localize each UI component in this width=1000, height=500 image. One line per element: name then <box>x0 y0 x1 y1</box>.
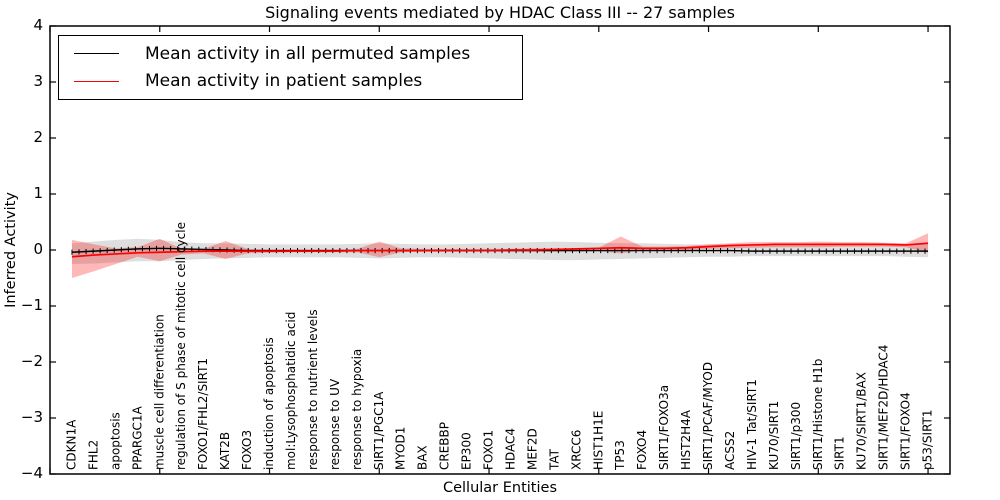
x-category-label: regulation of S phase of mitotic cell cy… <box>174 222 188 470</box>
x-category-label: CREBBP <box>438 422 452 470</box>
x-category-label: EP300 <box>460 432 474 470</box>
x-category-label: FHL2 <box>86 440 100 470</box>
chart-title: Signaling events mediated by HDAC Class … <box>265 3 735 22</box>
x-category-label: ACSS2 <box>723 431 737 470</box>
x-category-label: FOXO1 <box>482 430 496 470</box>
x-category-label: SIRT1/Histone H1b <box>811 359 825 470</box>
x-category-label: SIRT1/MEF2D/HDAC4 <box>877 345 891 470</box>
x-category-label: TAT <box>547 448 561 471</box>
permuted-std-band <box>71 238 929 264</box>
x-category-label: HIST2H4A <box>679 409 693 470</box>
x-category-label: TP53 <box>613 440 627 471</box>
x-category-label: SIRT1/FOXO3a <box>657 385 671 470</box>
y-tick-label: 3 <box>33 72 43 90</box>
x-category-label: HDAC4 <box>503 428 517 470</box>
legend-entry-label: Mean activity in patient samples <box>145 71 423 92</box>
legend-line-sample <box>74 53 119 55</box>
y-tick-label: −4 <box>20 464 43 482</box>
x-category-label: MYOD1 <box>394 427 408 470</box>
y-tick-label: −1 <box>20 296 43 314</box>
x-axis-label: Cellular Entities <box>442 480 558 496</box>
x-category-label: FOXO1/FHL2/SIRT1 <box>196 358 210 470</box>
legend-entry-label: Mean activity in all permuted samples <box>145 43 471 64</box>
x-category-label: SIRT1/p300 <box>789 402 803 470</box>
x-category-label: MEF2D <box>525 428 539 470</box>
x-category-label: FOXO3 <box>240 430 254 470</box>
legend-entry: Mean activity in patient samples <box>59 71 522 91</box>
y-tick-label: −2 <box>20 352 43 370</box>
legend-entry: Mean activity in all permuted samples <box>59 44 522 64</box>
x-category-label: response to nutrient levels <box>306 309 320 470</box>
x-category-label: mol:Lysophosphatidic acid <box>284 312 298 470</box>
x-category-label: HIV-1 Tat/SIRT1 <box>745 379 759 470</box>
x-category-label: induction of apoptosis <box>262 337 276 470</box>
x-category-label: SIRT1/PGC1A <box>372 391 386 470</box>
x-category-label: KAT2B <box>218 432 232 470</box>
y-tick-label: 0 <box>33 240 43 258</box>
legend: Mean activity in all permuted samples Mea… <box>58 35 523 100</box>
x-category-label: CDKN1A <box>64 419 78 470</box>
y-tick-label: −3 <box>20 408 43 426</box>
x-category-label: HIST1H1E <box>591 411 605 470</box>
x-category-label: apoptosis <box>108 412 122 470</box>
x-category-label: muscle cell differentiation <box>152 314 166 470</box>
x-category-label: response to hypoxia <box>350 349 364 470</box>
patient-std-band <box>71 233 929 278</box>
x-category-label: SIRT1 <box>833 436 847 470</box>
patient-mean-line <box>71 242 929 258</box>
legend-line-sample <box>74 80 119 82</box>
x-category-label: p53/SIRT1 <box>921 409 935 470</box>
x-category-label: KU70/SIRT1 <box>767 401 781 470</box>
x-category-label: BAX <box>416 445 430 470</box>
x-category-label: SIRT1/PCAF/MYOD <box>701 362 715 470</box>
y-tick-label: 4 <box>33 16 43 34</box>
x-category-label: response to UV <box>328 378 342 470</box>
x-category-label: SIRT1/FOXO4 <box>899 392 913 470</box>
y-tick-label: 1 <box>33 184 43 202</box>
y-tick-label: 2 <box>33 128 43 146</box>
x-category-label: KU70/SIRT1/BAX <box>855 372 869 470</box>
x-category-label: PPARGC1A <box>130 405 144 470</box>
x-category-label: FOXO4 <box>635 430 649 470</box>
x-category-label: XRCC6 <box>569 430 583 470</box>
